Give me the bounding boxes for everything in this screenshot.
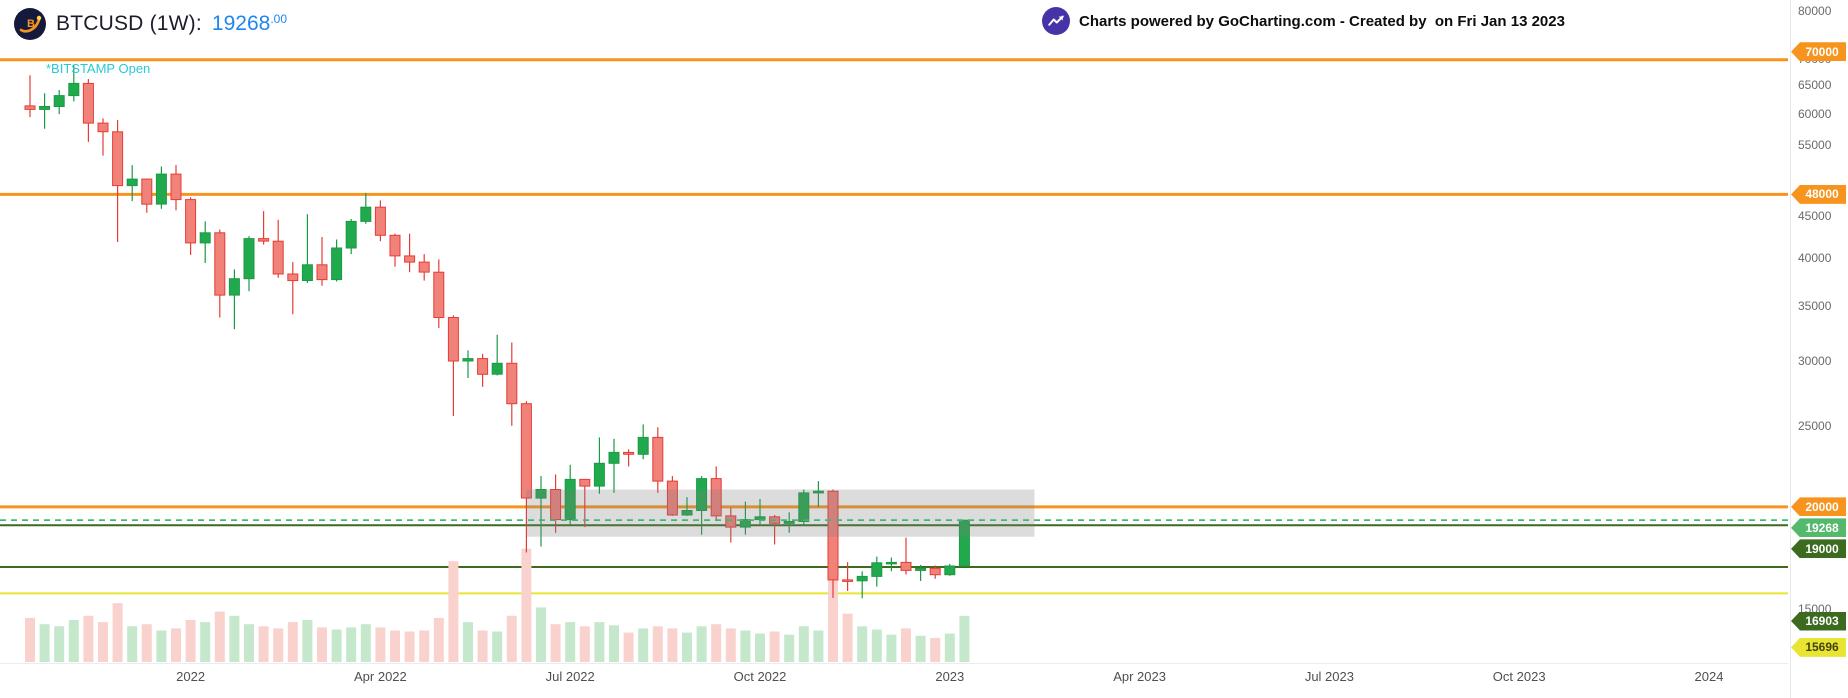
price-axis-label: 45000 [1798,209,1832,224]
time-axis-label: Oct 2023 [1492,669,1546,684]
price-axis-label: 65000 [1798,78,1832,93]
price-axis-label: 60000 [1798,106,1832,121]
price-badge-16903: 16903 [1791,611,1846,631]
price-badge-48000: 48000 [1791,184,1846,204]
price-badge-70000: 70000 [1791,42,1846,62]
bitcoin-logo-icon: B [14,8,46,40]
price-badge-19268: 19268 [1791,518,1846,538]
watermark-text: Charts powered by GoCharting.com - Creat… [1079,12,1565,30]
price-axis-label: 25000 [1798,419,1832,434]
price-badge-15696: 15696 [1791,637,1846,657]
time-axis[interactable]: 2022 Apr 2022 Jul 2022 Oct 2022 2023 Apr 2023… [0,669,1788,695]
time-axis-label: Apr 2022 [354,669,407,684]
volume-layer [25,548,970,663]
time-axis-label: 2023 [935,669,965,684]
time-axis-label: Jul 2022 [545,669,595,684]
gocharting-logo-icon [1042,7,1070,35]
price-axis-label: 40000 [1798,251,1832,266]
price-badge-19000: 19000 [1791,539,1846,559]
price-badge-20000: 20000 [1791,497,1846,517]
symbol-header: B BTCUSD (1W): 19268.00 [14,8,287,40]
consolidation-zone-box[interactable] [526,489,1035,537]
time-axis-label: Jul 2023 [1304,669,1354,684]
time-axis-label: Oct 2022 [733,669,787,684]
candles-layer [24,64,970,599]
price-axis-label: 55000 [1798,137,1832,152]
price-axis-label: 80000 [1798,4,1832,18]
last-price-main: 19268 [211,12,271,35]
last-price: 19268.00 [212,12,287,36]
price-axis[interactable]: 80000 70000 65000 60000 55000 45000 40000 35000… [1790,0,1848,698]
price-axis-label: 30000 [1798,354,1832,369]
symbol-title: BTCUSD (1W): [56,12,202,35]
last-price-decimals: .00 [270,12,287,26]
time-axis-label: 2024 [1694,669,1724,684]
time-axis-label: 2022 [176,669,206,684]
svg-text:B: B [27,18,35,30]
exchange-status: *BITSTAMP Open [46,61,151,76]
watermark: Charts powered by GoCharting.com - Creat… [1042,7,1565,35]
price-axis-label: 35000 [1798,299,1832,314]
time-axis-label: Apr 2023 [1113,669,1166,684]
